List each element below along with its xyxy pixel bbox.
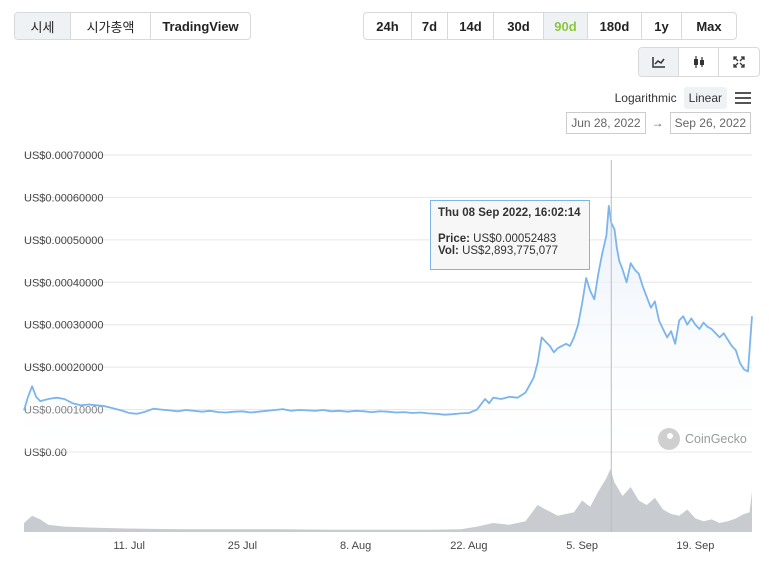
candlestick-button[interactable] [679,48,719,76]
date-range-arrow: → [651,116,664,130]
y-tick-label: US$0.00020000 [24,362,104,374]
y-tick-label: US$0.00030000 [24,320,104,332]
expand-icon [733,56,745,68]
price-line [23,205,753,416]
range-button-Max[interactable]: Max [696,18,722,34]
tab-2[interactable]: TradingView [162,18,239,34]
coingecko-watermark: CoinGecko [658,428,747,450]
range-selector: 24h 7d 14d 30d 90d 180d 1y Max [363,12,737,40]
x-tick-label: 5. Sep [566,540,598,552]
candlestick-icon [692,55,706,69]
chart-type-toggle [638,47,760,77]
hamburger-menu-icon[interactable] [735,92,751,104]
range-button-30d[interactable]: 30d [494,13,544,39]
volume-area [24,469,752,532]
line-chart-button[interactable] [639,48,679,76]
watermark-text: CoinGecko [685,432,747,446]
date-to-input[interactable]: Sep 26, 2022 [669,112,751,134]
tooltip-vol-value: US$2,893,775,077 [462,245,558,257]
scale-logarithmic[interactable]: Logarithmic [614,91,677,105]
view-tabs: 시세 시가총액 TradingView [14,12,251,40]
tooltip-volume: Vol: US$2,893,775,077 [438,245,582,257]
range-button-90d[interactable]: 90d [544,13,588,39]
tooltip-price-label: Price: [438,233,470,245]
x-tick-label: 11. Jul [113,540,145,552]
date-from-input[interactable]: Jun 28, 2022 [566,112,646,134]
tooltip-title: Thu 08 Sep 2022, 16:02:14 [438,207,581,219]
line-chart-icon [651,56,666,68]
expand-button[interactable] [719,48,759,76]
range-button-24h[interactable]: 24h [364,13,412,39]
range-button-1y[interactable]: 1y [642,13,682,39]
x-tick-label: 19. Sep [676,540,714,552]
y-tick-label: US$0.00070000 [24,150,104,162]
range-button-14d[interactable]: 14d [448,13,494,39]
price-area [24,205,752,452]
tooltip-price: Price: US$0.00052483 [438,233,582,245]
tab-0[interactable]: 시세 [15,13,71,39]
tooltip-vol-label: Vol: [438,245,459,257]
x-tick-label: 25 Jul [228,540,257,552]
y-tick-label: US$0.00050000 [24,235,104,247]
y-tick-label: US$0.00060000 [24,192,104,204]
y-tick-label: US$0.00040000 [24,277,104,289]
scale-linear[interactable]: Linear [683,87,727,109]
range-button-7d[interactable]: 7d [412,13,448,39]
x-tick-label: 22. Aug [450,540,487,552]
coingecko-logo-icon [658,428,680,450]
date-range: Jun 28, 2022 → Sep 26, 2022 [566,112,751,134]
chart-tooltip: Thu 08 Sep 2022, 16:02:14 Price: US$0.00… [430,200,590,270]
scale-selector: Logarithmic Linear [610,87,751,109]
tooltip-price-value: US$0.00052483 [473,233,557,245]
range-button-180d[interactable]: 180d [588,13,642,39]
x-tick-label: 8. Aug [340,540,371,552]
tab-1[interactable]: 시가총액 [71,13,151,39]
